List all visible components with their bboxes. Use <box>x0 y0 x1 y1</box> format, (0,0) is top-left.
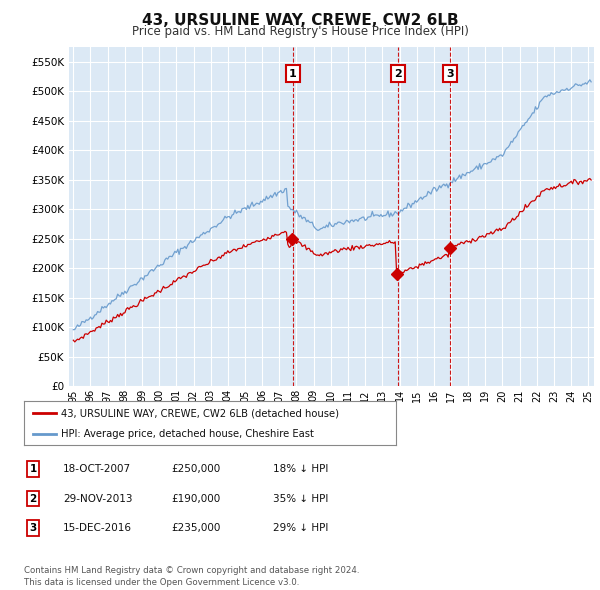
Text: Contains HM Land Registry data © Crown copyright and database right 2024.
This d: Contains HM Land Registry data © Crown c… <box>24 566 359 587</box>
Text: 35% ↓ HPI: 35% ↓ HPI <box>273 494 328 503</box>
Text: £235,000: £235,000 <box>171 523 220 533</box>
Text: 1: 1 <box>289 69 297 78</box>
Text: 2: 2 <box>29 494 37 503</box>
Text: 43, URSULINE WAY, CREWE, CW2 6LB (detached house): 43, URSULINE WAY, CREWE, CW2 6LB (detach… <box>61 408 339 418</box>
Text: 43, URSULINE WAY, CREWE, CW2 6LB: 43, URSULINE WAY, CREWE, CW2 6LB <box>142 13 458 28</box>
Text: £250,000: £250,000 <box>171 464 220 474</box>
Text: HPI: Average price, detached house, Cheshire East: HPI: Average price, detached house, Ches… <box>61 428 314 438</box>
Text: 18% ↓ HPI: 18% ↓ HPI <box>273 464 328 474</box>
Text: 2: 2 <box>394 69 402 78</box>
Text: 3: 3 <box>29 523 37 533</box>
Text: £190,000: £190,000 <box>171 494 220 503</box>
Text: 3: 3 <box>446 69 454 78</box>
Text: 29% ↓ HPI: 29% ↓ HPI <box>273 523 328 533</box>
Text: 15-DEC-2016: 15-DEC-2016 <box>63 523 132 533</box>
Text: 18-OCT-2007: 18-OCT-2007 <box>63 464 131 474</box>
Text: Price paid vs. HM Land Registry's House Price Index (HPI): Price paid vs. HM Land Registry's House … <box>131 25 469 38</box>
Text: 29-NOV-2013: 29-NOV-2013 <box>63 494 133 503</box>
Text: 1: 1 <box>29 464 37 474</box>
